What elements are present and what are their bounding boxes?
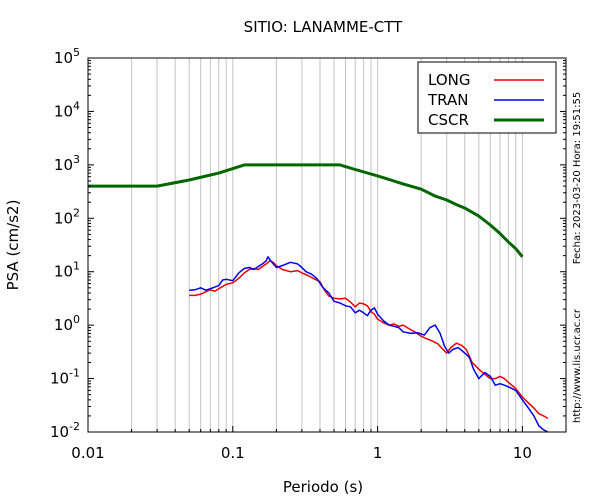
x-tick-label: 1	[373, 444, 383, 462]
y-tick-label: 105	[54, 46, 80, 67]
y-axis-label: PSA (cm/s2)	[4, 200, 22, 291]
y-tick-label: 10-1	[50, 367, 80, 388]
legend-label-tran: TRAN	[427, 91, 468, 109]
x-tick-label: 0.1	[221, 444, 245, 462]
x-axis-label: Periodo (s)	[283, 478, 363, 496]
y-tick-label: 100	[54, 313, 80, 334]
y-tick-label: 103	[54, 153, 80, 174]
y-axis: 10-2 10-1 100 101 102 103 104 105	[50, 46, 566, 441]
x-tick-label: 10	[513, 444, 532, 462]
y-tick-label: 104	[54, 99, 80, 120]
series-long-line	[189, 260, 549, 420]
date-note: Fecha: 2023-03-20 Hora: 19:51:55	[572, 92, 583, 265]
chart-title: SITIO: LANAMME-CTT	[244, 18, 403, 36]
y-tick-label: 101	[54, 260, 80, 281]
url-note: http://www.lis.ucr.ac.cr	[572, 308, 583, 423]
legend-label-long: LONG	[428, 71, 470, 89]
series-cscr-line	[88, 163, 524, 258]
y-tick-label: 10-2	[50, 420, 80, 441]
legend-label-cscr: CSCR	[428, 111, 469, 129]
x-axis: 0.01 0.1 1 10	[71, 426, 567, 462]
x-tick-label: 0.01	[71, 444, 104, 462]
legend: LONG TRAN CSCR	[417, 61, 557, 134]
y-tick-label: 102	[54, 206, 80, 227]
series-tran-line	[189, 256, 549, 433]
series-layer	[88, 163, 549, 433]
plot-frame	[87, 57, 567, 433]
